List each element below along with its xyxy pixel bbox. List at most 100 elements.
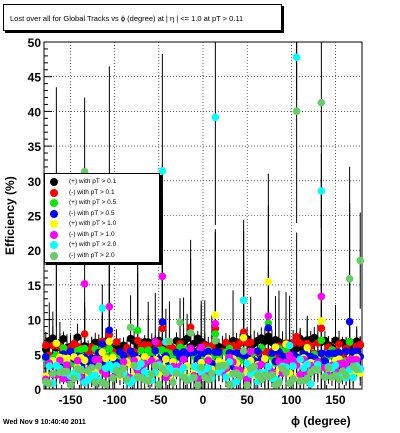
- data-point: [317, 324, 326, 333]
- x-tick-label: 150: [325, 393, 345, 407]
- data-point: [352, 347, 361, 355]
- data-point: [215, 348, 223, 356]
- data-point: [197, 363, 206, 372]
- data-point: [211, 330, 220, 338]
- data-point: [80, 279, 89, 288]
- data-point: [41, 341, 50, 349]
- data-point: [105, 337, 114, 346]
- data-point: [186, 329, 195, 337]
- data-point: [345, 338, 354, 346]
- y-tick-label: 0: [34, 383, 41, 397]
- timestamp: Wed Nov 9 10:40:40 2011: [3, 419, 86, 426]
- data-point: [345, 317, 354, 326]
- data-point: [303, 360, 312, 369]
- data-point: [172, 369, 181, 378]
- legend-marker: [50, 178, 58, 186]
- data-point: [335, 349, 343, 357]
- data-point: [80, 330, 89, 338]
- data-point: [243, 381, 251, 389]
- data-point: [264, 277, 273, 286]
- data-point: [102, 354, 110, 363]
- data-point: [257, 360, 266, 369]
- data-point: [98, 348, 107, 357]
- data-point: [151, 337, 160, 346]
- data-point: [306, 379, 315, 388]
- y-tick-label: 45: [28, 71, 42, 85]
- data-point: [59, 344, 68, 352]
- legend-marker: [50, 188, 58, 197]
- data-point: [264, 324, 273, 332]
- data-point: [246, 347, 255, 356]
- data-point: [250, 362, 259, 371]
- data-point: [155, 380, 163, 389]
- x-tick-label: -50: [150, 393, 168, 407]
- y-tick-label: 40: [28, 105, 42, 119]
- data-point: [264, 312, 273, 320]
- data-point: [289, 375, 297, 383]
- data-point: [211, 336, 220, 345]
- data-point: [179, 363, 188, 372]
- data-point: [123, 375, 131, 384]
- data-point: [45, 379, 54, 388]
- y-tick-label: 5: [34, 348, 41, 362]
- y-tick-label: 35: [28, 140, 42, 154]
- data-point: [292, 53, 301, 62]
- data-point: [63, 367, 71, 376]
- data-point: [303, 343, 312, 352]
- data-point: [268, 349, 276, 358]
- data-point: [102, 380, 110, 389]
- data-point: [87, 363, 96, 372]
- data-point: [102, 370, 110, 378]
- data-point: [73, 356, 82, 365]
- data-point: [317, 187, 326, 195]
- legend-marker: [50, 220, 58, 228]
- legend-label: (-) with pT > 2.0: [69, 251, 115, 259]
- data-point: [133, 336, 142, 345]
- x-tick-label: 100: [281, 393, 301, 407]
- data-point: [317, 98, 326, 107]
- data-point: [296, 355, 304, 364]
- data-point: [158, 272, 167, 281]
- data-point: [169, 378, 177, 386]
- data-point: [70, 374, 78, 382]
- data-point: [253, 347, 262, 355]
- data-point: [112, 338, 121, 346]
- data-point: [246, 338, 255, 347]
- data-point: [275, 379, 283, 387]
- legend-marker: [50, 241, 58, 249]
- legend-marker: [50, 230, 58, 239]
- legend-label: (+) with pT > 1.0: [69, 220, 117, 227]
- data-point: [158, 324, 167, 333]
- data-point: [116, 371, 124, 379]
- data-point: [137, 346, 145, 355]
- data-point: [186, 323, 195, 332]
- data-point: [126, 323, 135, 332]
- data-point: [109, 353, 117, 362]
- data-point: [151, 362, 160, 370]
- y-axis-label: Efficiency (%): [3, 176, 17, 255]
- legend-entry: (-) with pT > 0.1: [45, 188, 159, 198]
- data-point: [45, 362, 54, 370]
- data-point: [345, 275, 354, 283]
- data-point: [356, 256, 365, 265]
- data-point: [211, 311, 220, 319]
- data-point: [317, 336, 326, 345]
- data-point: [162, 355, 170, 363]
- data-point: [59, 335, 68, 343]
- y-tick-label: 10: [28, 314, 42, 328]
- data-point: [314, 366, 322, 374]
- data-point: [352, 365, 361, 374]
- y-tick-label: 25: [28, 210, 42, 224]
- data-point: [66, 347, 75, 356]
- data-point: [49, 369, 57, 378]
- data-point: [197, 343, 206, 352]
- data-point: [239, 347, 248, 355]
- legend-marker: [50, 199, 58, 207]
- data-point: [349, 373, 357, 382]
- data-point: [183, 376, 191, 385]
- x-tick-label: 50: [240, 393, 254, 407]
- data-point: [94, 362, 103, 370]
- legend-label: (+) with pT > 0.1: [69, 178, 117, 185]
- data-point: [268, 371, 276, 379]
